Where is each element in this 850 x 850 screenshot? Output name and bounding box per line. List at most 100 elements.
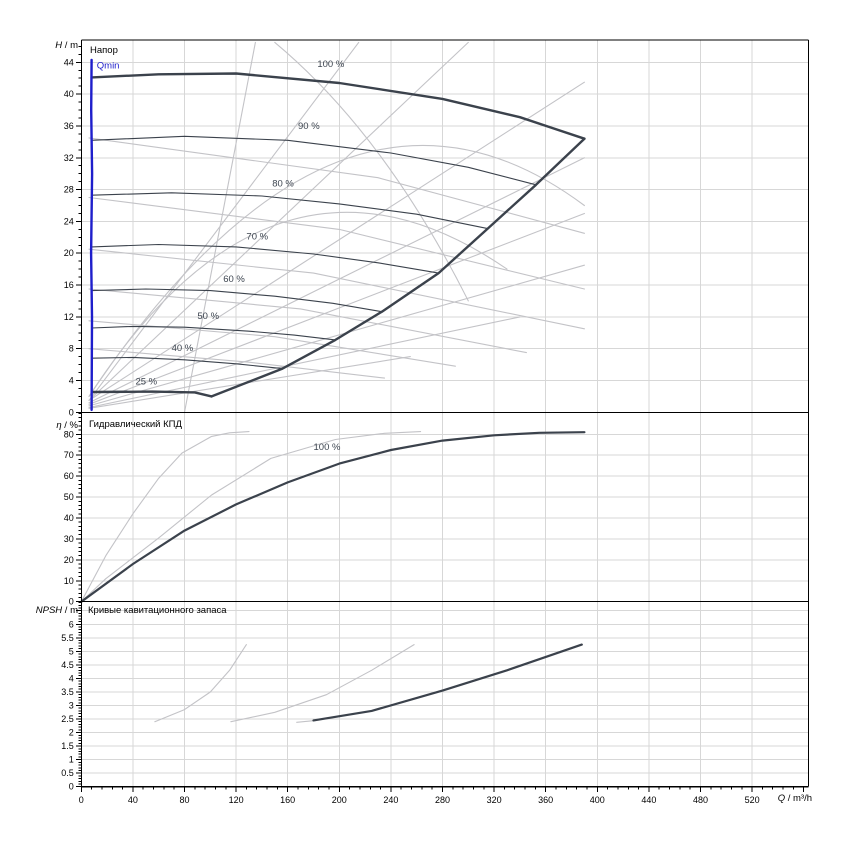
eff-axis-symbol: η [56, 420, 62, 431]
eff-y-tick-label: 40 [64, 513, 74, 523]
curve-speed-curve-90 [91, 135, 537, 186]
curve-envelope-boundary [210, 137, 586, 398]
x-axis-unit: / m³/h [785, 793, 812, 804]
head-y-tick-label: 16 [64, 280, 74, 290]
head-y-tick-label: 0 [69, 407, 74, 417]
eff-y-tick-label: 60 [64, 471, 74, 481]
curve-label-head: 50 % [197, 311, 219, 322]
x-tick-label: 480 [693, 795, 708, 805]
eff-y-tick-label: 50 [64, 492, 74, 502]
curve-speed-curve-80 [91, 192, 489, 230]
npsh-y-tick-label: 1.5 [61, 741, 74, 751]
curve-mesh-power-1 [88, 137, 585, 234]
x-tick-label: 400 [590, 795, 605, 805]
curve-mesh-power-4 [88, 288, 527, 354]
npsh-y-tick-label: 5 [69, 646, 74, 656]
npsh-y-tick-label: 5.5 [61, 633, 74, 643]
x-tick-label: 120 [229, 795, 244, 805]
head-y-tick-label: 36 [64, 121, 74, 131]
eff-y-tick-label: 70 [64, 450, 74, 460]
x-tick-label: 320 [487, 795, 502, 805]
head-y-tick-label: 40 [64, 89, 74, 99]
curve-npsh-curve-100 [312, 643, 583, 722]
curve-label-head: 90 % [298, 121, 320, 132]
eff-y-tick-label: 0 [69, 597, 74, 607]
curve-npsh-curve-small [154, 644, 247, 723]
curve-mesh-arc-2 [88, 211, 508, 397]
x-tick-label: 200 [332, 795, 347, 805]
curve-speed-curve-100 [90, 72, 586, 140]
eff-axis-title: η / % [18, 420, 78, 431]
curve-mesh-arc-1 [88, 144, 585, 397]
curve-label-head: 40 % [172, 343, 194, 354]
x-tick-label: 0 [79, 795, 84, 805]
curve-mesh-ray-6 [88, 212, 585, 405]
head-axis-title: H / m [18, 40, 78, 51]
curve-mesh-power-5 [88, 320, 456, 367]
npsh-y-tick-label: 4.5 [61, 660, 74, 670]
eff-y-tick-label: 20 [64, 555, 74, 565]
curve-eff-curve-mid [80, 431, 422, 603]
head-axis-unit: / m [62, 40, 78, 51]
npsh-y-tick-label: 0 [69, 782, 74, 792]
head-panel-title: Напор [90, 45, 118, 56]
x-axis-symbol: Q [777, 793, 786, 804]
head-y-tick-label: 44 [64, 57, 74, 67]
curve-mesh-ray-7 [88, 264, 585, 407]
curve-mesh-power-2 [88, 196, 585, 290]
curve-label-head: 100 % [317, 59, 344, 70]
npsh-y-tick-label: 4 [69, 673, 74, 683]
curve-label-head: 70 % [246, 232, 268, 243]
npsh-y-tick-label: 1 [69, 755, 74, 765]
curve-eff-curve-small [80, 431, 250, 603]
eff-y-tick-label: 10 [64, 576, 74, 586]
head-axis-symbol: H [55, 40, 63, 51]
curve-label-head: 60 % [223, 274, 245, 285]
head-y-tick-label: 32 [64, 153, 74, 163]
eff-y-tick-label: 80 [64, 429, 74, 439]
x-tick-label: 240 [383, 795, 398, 805]
curve-speed-curve-70 [91, 243, 440, 274]
npsh-axis-title: NPSH / m [8, 605, 78, 616]
npsh-y-tick-label: 2 [69, 728, 74, 738]
x-tick-label: 440 [641, 795, 656, 805]
npsh-y-tick-label: 3 [69, 700, 74, 710]
curve-label-head: Qmin [97, 61, 120, 72]
head-y-tick-label: 4 [69, 375, 74, 385]
head-y-tick-label: 24 [64, 216, 74, 226]
eff-axis-unit: / % [61, 420, 78, 431]
head-y-tick-label: 20 [64, 248, 74, 258]
curve-npsh-curve-mid [230, 644, 415, 723]
x-axis-title: Q / m³/h [766, 793, 812, 804]
curve-speed-curve-25 [90, 390, 213, 398]
curve-label-eff: 100 % [314, 442, 341, 453]
npsh-panel-title: Кривые кавитационного запаса [88, 605, 227, 616]
eff-panel-title: Гидравлический КПД [89, 419, 182, 430]
curve-mesh-power-3 [88, 248, 585, 330]
curve-qmin-line [89, 58, 94, 412]
curve-mesh-power-6 [88, 348, 386, 379]
npsh-y-tick-label: 3.5 [61, 687, 74, 697]
curve-label-head: 25 % [135, 376, 157, 387]
head-y-tick-label: 12 [64, 312, 74, 322]
x-tick-label: 40 [128, 795, 138, 805]
curve-mesh-ray-2 [88, 41, 360, 401]
curve-speed-curve-40 [91, 356, 284, 370]
curve-mesh-ray-8 [88, 316, 521, 409]
curve-eff-curve-100 [80, 431, 586, 603]
curve-mesh-ray-4 [88, 81, 585, 401]
curve-mesh-arc-3 [274, 41, 469, 302]
head-y-tick-label: 28 [64, 185, 74, 195]
curve-speed-curve-50 [91, 325, 336, 341]
eff-y-tick-label: 30 [64, 534, 74, 544]
x-tick-label: 280 [435, 795, 450, 805]
curve-mesh-ray-5 [88, 157, 585, 404]
curve-label-head: 80 % [272, 178, 294, 189]
curve-speed-curve-60 [91, 288, 383, 313]
x-tick-label: 520 [745, 795, 760, 805]
npsh-y-tick-label: 6 [69, 619, 74, 629]
npsh-y-tick-label: 0.5 [61, 768, 74, 778]
x-tick-label: 360 [538, 795, 553, 805]
x-tick-label: 160 [280, 795, 295, 805]
